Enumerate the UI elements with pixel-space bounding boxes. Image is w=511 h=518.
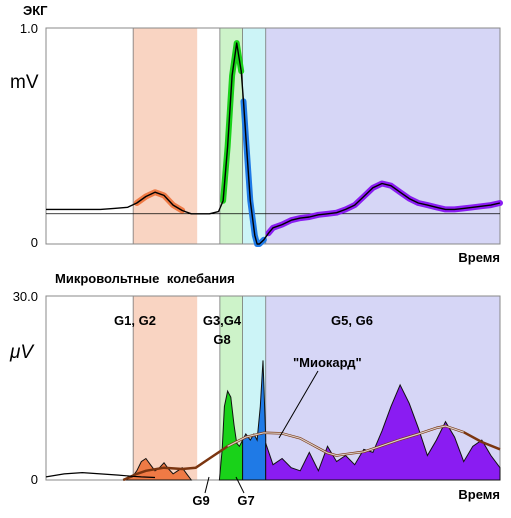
panel-microvolt: Микровольтные колебания 30.0 0 μV Время … bbox=[9, 271, 501, 508]
microvolt-series bbox=[45, 360, 501, 482]
microvolt-ylabel: μV bbox=[9, 342, 35, 363]
ecg-title: ЭКГ bbox=[23, 3, 48, 18]
band-0 bbox=[133, 28, 198, 244]
microvolt-ytick-bottom: 0 bbox=[31, 472, 38, 487]
band-label-g3-g4: G3,G4 bbox=[203, 313, 242, 328]
band-3 bbox=[265, 28, 500, 244]
ecg-ytick-top: 1.0 bbox=[20, 21, 38, 36]
annotation-g9: G9 bbox=[192, 493, 209, 508]
ecg-series bbox=[46, 40, 503, 247]
microvolt-ytick-top: 30.0 bbox=[13, 289, 38, 304]
band-label-g8: G8 bbox=[213, 332, 230, 347]
ecg-line bbox=[46, 42, 501, 245]
band-label-g1-g2: G1, G2 bbox=[114, 313, 156, 328]
band-label-g5-g6: G5, G6 bbox=[331, 313, 373, 328]
microvolt-xlabel: Время bbox=[458, 487, 500, 502]
ecg-ylabel: mV bbox=[10, 72, 39, 93]
annotation-miokard: "Миокард" bbox=[293, 355, 362, 370]
ecg-ytick-bottom: 0 bbox=[31, 235, 38, 250]
annotation-g9-leader bbox=[204, 476, 210, 494]
annotation-miokard-leader bbox=[278, 370, 319, 439]
annotation-g7-leader bbox=[235, 476, 245, 494]
band-0 bbox=[133, 296, 198, 480]
myocard-highlight bbox=[227, 425, 464, 457]
annotation-g7: G7 bbox=[237, 493, 254, 508]
ecg-plot-frame bbox=[45, 27, 501, 245]
ecg-xlabel: Время bbox=[458, 250, 500, 265]
area-series-2 bbox=[242, 360, 267, 481]
microvolt-title: Микровольтные колебания bbox=[55, 271, 235, 286]
baseline-noise-series bbox=[45, 471, 156, 479]
panel-ecg: ЭКГ 1.0 0 mV Время bbox=[10, 3, 503, 265]
